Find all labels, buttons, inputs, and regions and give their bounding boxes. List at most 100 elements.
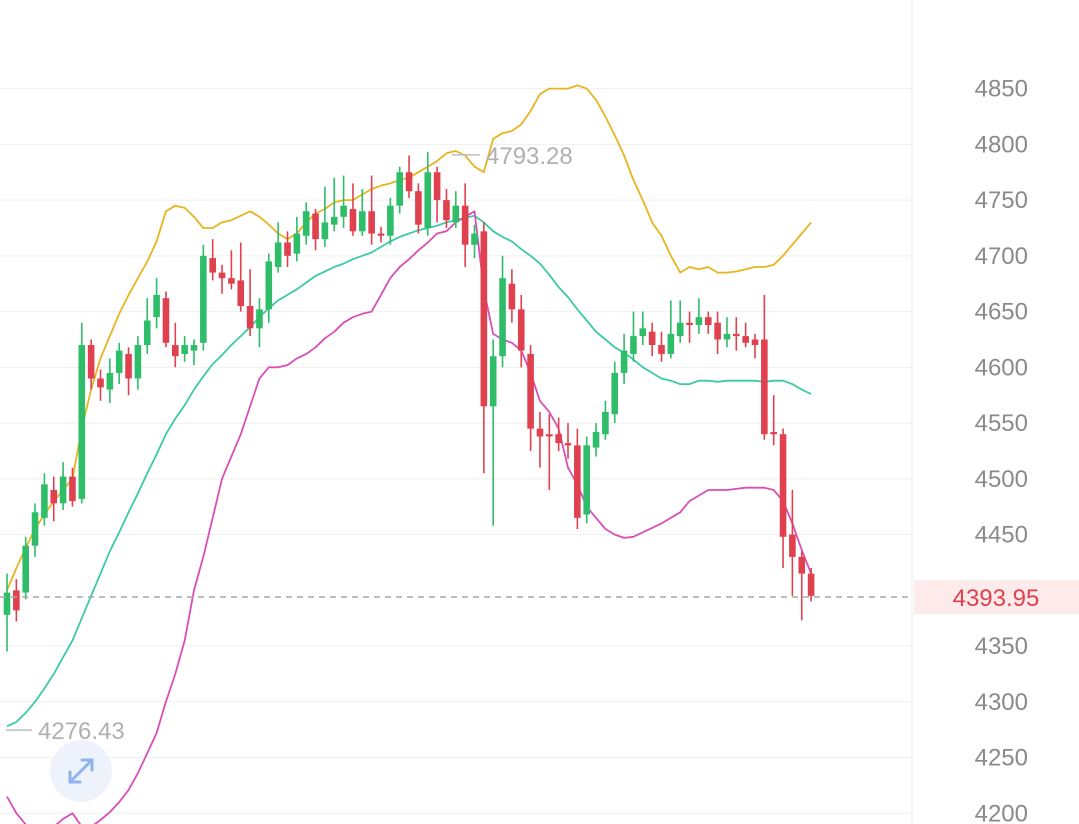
candle	[686, 311, 693, 343]
candle	[639, 311, 647, 346]
candle	[517, 294, 525, 368]
candle-body	[779, 434, 787, 537]
candle-body	[293, 233, 301, 254]
candle	[658, 331, 665, 362]
candle	[761, 294, 768, 440]
candle-body	[22, 545, 29, 593]
candle	[723, 317, 731, 348]
candle-body	[340, 205, 347, 217]
candle-body	[284, 242, 291, 256]
candle-body	[31, 512, 39, 546]
candle-body	[564, 443, 572, 446]
candle	[143, 298, 151, 354]
y-tick-label: 4200	[975, 800, 1028, 824]
candle	[387, 197, 394, 245]
candle	[770, 395, 777, 446]
expand-icon	[68, 758, 94, 784]
candle	[181, 336, 188, 362]
candle	[789, 489, 796, 596]
candle-body	[648, 331, 656, 346]
candle	[396, 166, 403, 214]
candle	[611, 361, 619, 424]
candle-body	[546, 434, 553, 437]
lower-band-line	[6, 210, 812, 824]
candle	[125, 347, 132, 396]
candle	[704, 311, 712, 334]
candle	[69, 467, 76, 507]
candle	[321, 186, 329, 247]
candle	[218, 264, 226, 294]
y-tick-label: 4850	[975, 76, 1028, 103]
candle	[377, 226, 385, 243]
candle-body	[265, 261, 273, 310]
y-tick-label: 4600	[975, 354, 1028, 381]
candle-body	[368, 211, 375, 234]
candle-body	[611, 372, 619, 415]
candle-body	[396, 172, 403, 206]
candle	[31, 503, 39, 557]
candle	[415, 183, 422, 234]
candle	[162, 291, 170, 348]
candle-body	[377, 233, 385, 236]
candle	[742, 322, 749, 348]
candle	[443, 188, 450, 228]
candle-body	[246, 306, 254, 329]
candle-body	[536, 428, 544, 437]
candle	[200, 244, 207, 351]
candle	[564, 423, 572, 459]
candle	[751, 333, 759, 359]
candle-body	[789, 534, 796, 557]
candle-body	[630, 336, 637, 354]
candle	[349, 183, 357, 236]
candle	[648, 322, 656, 357]
candle	[592, 423, 600, 457]
candle-body	[69, 476, 76, 502]
expand-chart-button[interactable]	[50, 740, 112, 802]
candle-body	[349, 209, 357, 232]
candle-body	[330, 216, 338, 225]
candle-body	[359, 211, 366, 232]
candle	[340, 175, 347, 228]
candle-body	[274, 242, 282, 267]
candle-body	[13, 590, 20, 611]
candle	[779, 428, 787, 569]
candle-body	[714, 322, 721, 340]
candle	[78, 322, 86, 504]
candle	[172, 322, 179, 368]
candle	[209, 239, 216, 281]
candle	[452, 191, 460, 228]
candle	[237, 242, 245, 312]
candle-body	[751, 339, 759, 346]
candle	[265, 253, 273, 323]
candle-body	[97, 378, 104, 388]
middle-band-line	[6, 214, 812, 728]
candle-body	[424, 172, 432, 228]
y-tick-label: 4700	[975, 243, 1028, 270]
candle-body	[583, 445, 590, 515]
candle-body	[162, 298, 170, 343]
candle-body	[228, 278, 235, 284]
candles	[3, 152, 815, 652]
candle-body	[517, 309, 525, 351]
candle	[807, 568, 815, 602]
candle-body	[686, 322, 693, 325]
candle	[293, 216, 301, 262]
candle-body	[807, 573, 815, 596]
candle-body	[59, 476, 67, 504]
candle-body	[143, 320, 151, 346]
candle	[714, 311, 721, 354]
candle	[583, 436, 590, 524]
candle	[134, 336, 142, 390]
candle-body	[106, 372, 114, 390]
candle-body	[321, 222, 329, 240]
candle-body	[405, 172, 413, 192]
candle-body	[312, 213, 319, 240]
candle	[620, 333, 628, 385]
candle	[461, 183, 469, 267]
candle-body	[50, 489, 58, 504]
candle-body	[87, 345, 95, 379]
candle-body	[798, 556, 806, 574]
candle-body	[704, 317, 712, 325]
candle	[405, 155, 413, 198]
